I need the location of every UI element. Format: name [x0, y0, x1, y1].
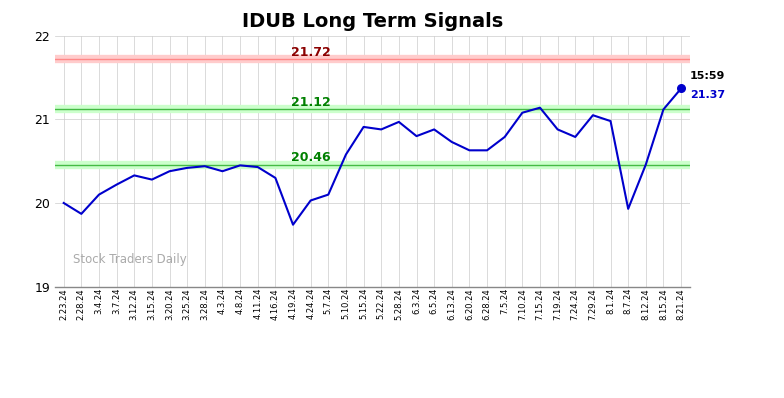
Text: 15:59: 15:59 [690, 71, 725, 81]
Point [675, 85, 688, 92]
Text: Stock Traders Daily: Stock Traders Daily [72, 253, 187, 266]
Title: IDUB Long Term Signals: IDUB Long Term Signals [241, 12, 503, 31]
Text: 20.46: 20.46 [291, 151, 331, 164]
Text: 21.72: 21.72 [291, 46, 331, 59]
Text: 21.37: 21.37 [690, 90, 725, 100]
Text: 21.12: 21.12 [291, 96, 331, 109]
